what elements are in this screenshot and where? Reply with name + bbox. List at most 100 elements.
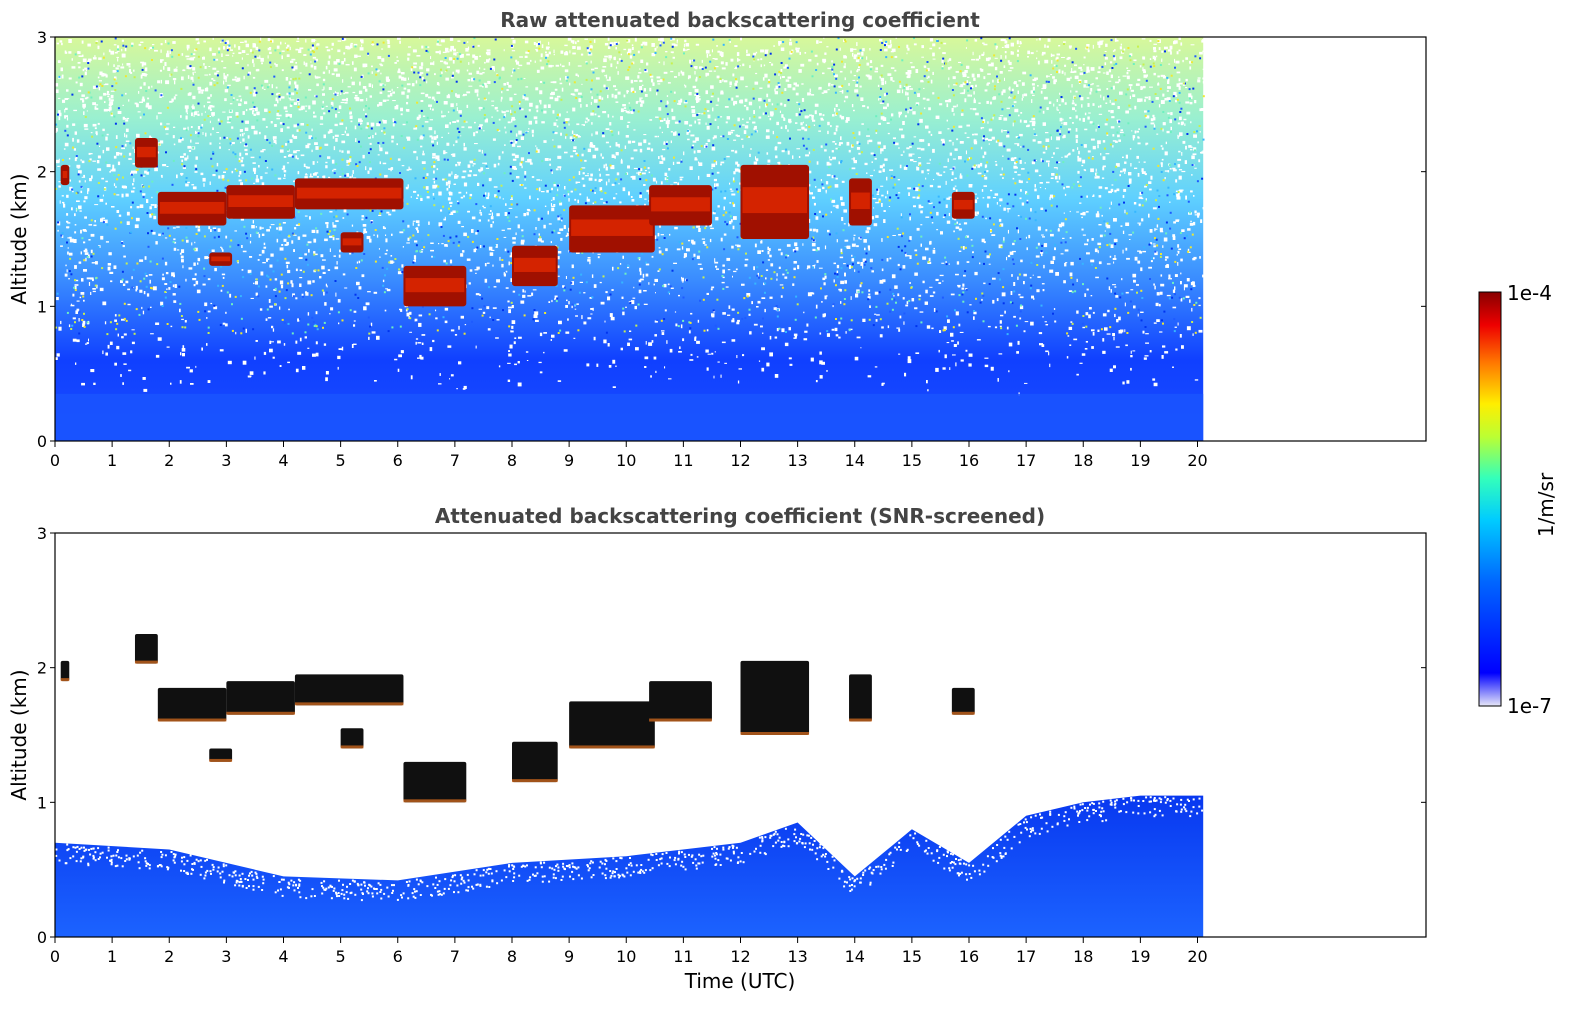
noise-pixel xyxy=(695,66,698,70)
noise-pixel xyxy=(337,366,339,370)
noise-pixel xyxy=(853,75,856,77)
noise-pixel xyxy=(200,172,204,176)
noise-pixel xyxy=(208,66,211,67)
noise-pixel xyxy=(907,187,912,190)
noise-pixel xyxy=(1178,248,1182,250)
noise-pixel xyxy=(1079,72,1083,76)
noise-pixel xyxy=(577,199,579,204)
noise-pixel xyxy=(503,83,506,86)
noise-pixel xyxy=(125,119,129,122)
noise-pixel xyxy=(380,64,384,67)
noise-pixel xyxy=(269,340,272,344)
noise-pixel xyxy=(221,53,223,57)
noise-pixel xyxy=(520,136,524,140)
noise-pixel xyxy=(969,81,971,84)
noise-pixel xyxy=(692,144,695,147)
noise-pixel xyxy=(919,118,923,123)
noise-pixel xyxy=(854,89,859,93)
noise-pixel xyxy=(712,107,714,112)
noise-pixel xyxy=(112,70,116,73)
noise-pixel xyxy=(875,319,878,322)
noise-pixel xyxy=(535,145,537,147)
noise-pixel xyxy=(760,58,763,61)
noise-pixel xyxy=(671,43,676,46)
noise-pixel xyxy=(983,138,987,141)
noise-pixel xyxy=(996,298,999,302)
noise-pixel xyxy=(922,256,927,260)
noise-pixel xyxy=(826,370,828,372)
noise-pixel xyxy=(58,158,60,163)
noise-pixel xyxy=(984,89,988,92)
noise-pixel xyxy=(567,193,570,196)
noise-pixel xyxy=(65,264,67,267)
noise-pixel xyxy=(744,258,749,261)
noise-pixel xyxy=(927,173,929,175)
noise-pixel xyxy=(296,86,299,90)
noise-pixel xyxy=(838,108,840,111)
noise-pixel xyxy=(862,105,866,108)
noise-pixel xyxy=(935,367,939,372)
noise-pixel xyxy=(898,147,900,149)
noise-pixel xyxy=(506,89,509,91)
noise-pixel xyxy=(323,175,326,179)
noise-pixel xyxy=(356,261,358,264)
noise-pixel xyxy=(160,60,163,63)
noise-pixel xyxy=(244,127,249,131)
noise-pixel xyxy=(337,355,341,360)
noise-pixel xyxy=(889,39,892,44)
noise-pixel xyxy=(553,122,557,126)
noise-pixel xyxy=(107,95,110,98)
noise-pixel xyxy=(505,203,507,206)
noise-pixel xyxy=(547,210,549,215)
noise-pixel xyxy=(432,153,436,156)
noise-pixel xyxy=(66,213,69,216)
noise-pixel xyxy=(103,108,108,112)
noise-pixel xyxy=(631,46,634,50)
noise-pixel xyxy=(266,229,270,232)
noise-pixel xyxy=(68,252,73,256)
noise-pixel xyxy=(666,95,669,97)
noise-pixel xyxy=(840,301,842,304)
noise-pixel xyxy=(414,318,418,322)
noise-pixel xyxy=(55,89,59,93)
noise-pixel xyxy=(441,243,444,245)
noise-pixel xyxy=(498,365,501,368)
noise-pixel xyxy=(630,110,634,114)
noise-pixel xyxy=(1177,244,1180,248)
noise-pixel xyxy=(1110,126,1115,129)
noise-pixel xyxy=(439,373,441,376)
noise-pixel xyxy=(1056,56,1059,60)
noise-pixel xyxy=(972,251,974,253)
noise-pixel xyxy=(1132,137,1135,141)
noise-pixel xyxy=(926,325,931,329)
noise-pixel xyxy=(548,64,553,68)
noise-pixel xyxy=(538,187,541,192)
noise-pixel xyxy=(622,311,625,316)
noise-pixel xyxy=(623,48,627,51)
noise-pixel xyxy=(760,49,764,53)
noise-pixel xyxy=(992,116,994,120)
noise-pixel xyxy=(1031,99,1033,103)
noise-pixel xyxy=(458,110,462,114)
noise-pixel xyxy=(1086,97,1090,99)
noise-pixel xyxy=(204,87,209,92)
noise-pixel xyxy=(622,104,626,107)
noise-pixel xyxy=(1152,117,1156,121)
noise-pixel xyxy=(576,181,581,183)
noise-pixel xyxy=(1042,236,1045,238)
noise-pixel xyxy=(921,170,924,174)
noise-pixel xyxy=(852,48,857,50)
noise-pixel xyxy=(545,53,549,57)
noise-pixel xyxy=(927,67,930,72)
noise-pixel xyxy=(952,76,956,80)
noise-pixel xyxy=(994,326,998,329)
noise-pixel xyxy=(162,273,164,276)
noise-pixel xyxy=(431,96,435,100)
noise-pixel xyxy=(362,86,367,89)
noise-pixel xyxy=(1130,289,1134,291)
noise-pixel xyxy=(1045,324,1049,326)
noise-pixel xyxy=(261,227,264,229)
noise-pixel xyxy=(891,274,896,279)
noise-pixel xyxy=(992,277,996,280)
noise-pixel xyxy=(820,119,824,121)
